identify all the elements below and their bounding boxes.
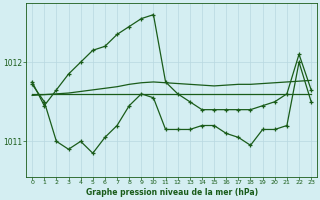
- X-axis label: Graphe pression niveau de la mer (hPa): Graphe pression niveau de la mer (hPa): [85, 188, 258, 197]
